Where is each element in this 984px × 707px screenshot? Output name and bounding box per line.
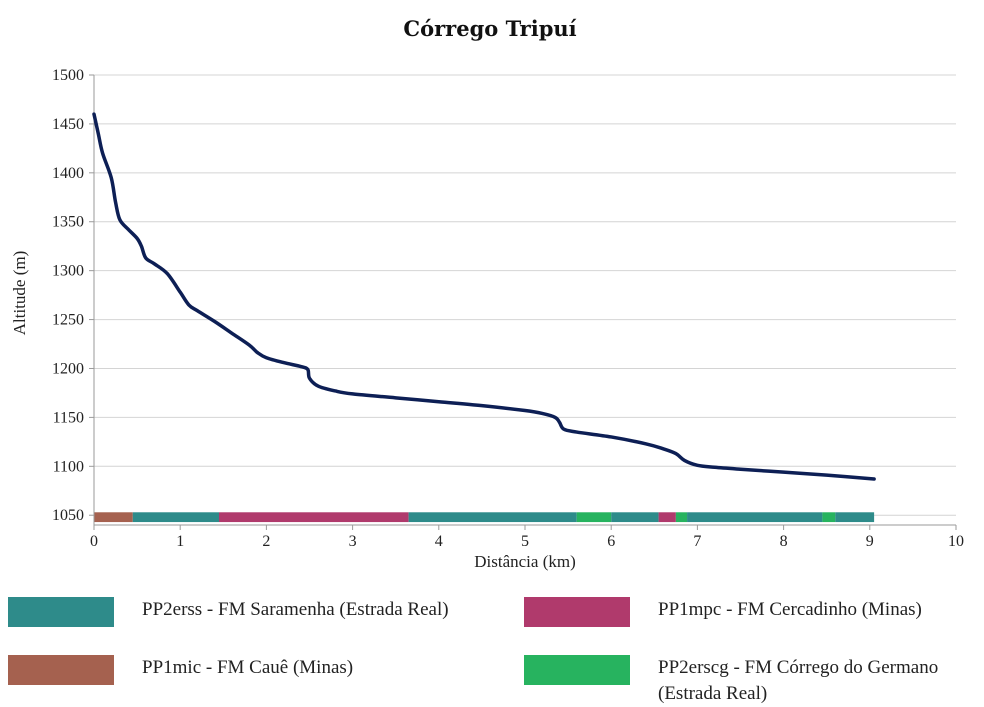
y-tick-label-1450: 1450 [52, 116, 84, 133]
x-tick-labels: 0 1 2 3 4 5 6 7 8 9 10 [90, 533, 964, 550]
legend-swatch [8, 597, 114, 627]
y-tick-label-1500: 1500 [52, 67, 84, 84]
legend-item-pp2erscg: PP2erscg - FM Córrego do Germano (Estrad… [524, 655, 938, 707]
geology-segment-pp2erss-5 [611, 512, 659, 523]
y-tick-labels: 1050 1100 1150 1200 1250 1300 1350 1400 1450 1500 [52, 67, 84, 524]
x-tick-label-7: 7 [693, 533, 701, 550]
x-tick-label-0: 0 [90, 533, 98, 550]
legend-item-pp2erss: PP2erss - FM Saramenha (Estrada Real) [8, 597, 449, 627]
x-tick-label-6: 6 [607, 533, 615, 550]
altitude-profile-line [92, 112, 876, 481]
x-tick-label-1: 1 [176, 533, 184, 550]
x-axis-label: Distância (km) [474, 552, 576, 571]
y-tick-label-1350: 1350 [52, 214, 84, 231]
legend-label: PP1mpc - FM Cercadinho (Minas) [658, 599, 922, 620]
geology-segment-pp2erss-1 [132, 512, 219, 523]
legend-swatch [524, 597, 630, 627]
chart: Córrego Tripuí 1050110011501200125013001… [10, 16, 964, 571]
geology-segment-pp1mpc-2 [218, 512, 409, 523]
y-tick-label-1100: 1100 [53, 458, 84, 475]
geology-segment-pp2erss-10 [835, 512, 875, 523]
geology-segment-pp2erss-8 [687, 512, 823, 523]
x-tick-label-8: 8 [780, 533, 788, 550]
y-tick-label-1150: 1150 [53, 409, 84, 426]
y-tick-label-1300: 1300 [52, 263, 84, 280]
legend-item-pp1mic: PP1mic - FM Cauê (Minas) [8, 655, 353, 685]
geology-segment-pp2erscg-9 [822, 512, 836, 523]
legend-item-pp1mpc: PP1mpc - FM Cercadinho (Minas) [524, 597, 922, 627]
x-tick-label-9: 9 [866, 533, 874, 550]
x-tick-label-2: 2 [262, 533, 270, 550]
legend-label: PP1mic - FM Cauê (Minas) [142, 657, 354, 678]
chart-title: Córrego Tripuí [403, 16, 576, 41]
grid-lines [94, 74, 956, 516]
geology-segment-pp2erscg-7 [675, 512, 688, 523]
geology-bar [94, 512, 875, 523]
geology-segment-pp2erscg-4 [576, 512, 612, 523]
geology-segment-pp1mic-0 [94, 512, 133, 523]
x-tick-label-3: 3 [349, 533, 357, 550]
y-tick-label-1400: 1400 [52, 165, 84, 182]
y-tick-label-1050: 1050 [52, 507, 84, 524]
y-tick-label-1250: 1250 [52, 312, 84, 329]
axes [89, 74, 957, 530]
y-tick-label-1200: 1200 [52, 360, 84, 377]
legend-label: PP2erss - FM Saramenha (Estrada Real) [142, 599, 449, 620]
x-tick-label-10: 10 [948, 533, 964, 550]
geology-segment-pp2erss-3 [408, 512, 577, 523]
legend-swatch [524, 655, 630, 685]
geology-segment-pp1mpc-6 [658, 512, 676, 523]
y-axis-label: Altitude (m) [10, 251, 29, 336]
legend-label: PP2erscg - FM Córrego do Germano (Estrad… [658, 657, 939, 704]
x-tick-label-5: 5 [521, 533, 529, 550]
x-tick-label-4: 4 [435, 533, 443, 550]
legend-swatch [8, 655, 114, 685]
